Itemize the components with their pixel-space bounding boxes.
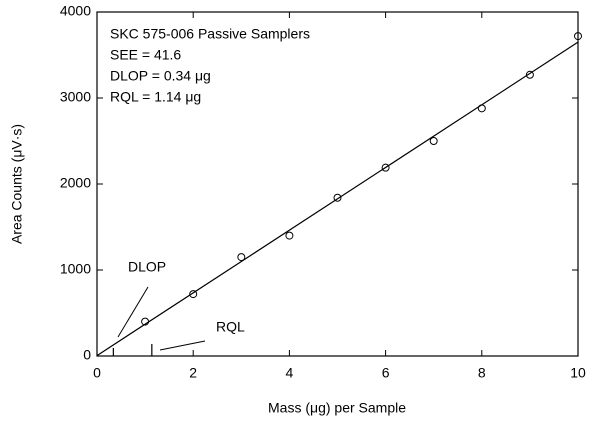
y-tick-label: 4000 [60,3,91,19]
x-tick-label: 6 [382,365,390,381]
annotation: SEE = 41.6 [110,47,181,63]
y-axis-title: Area Counts (μV·s) [9,124,25,244]
data-point [333,193,342,202]
annotation: RQL = 1.14 μg [110,89,201,105]
annotation: DLOP = 0.34 μg [110,68,211,84]
y-tick-label: 3000 [60,89,91,105]
x-tick-label: 10 [570,365,586,381]
y-tick-label: 1000 [60,261,91,277]
y-tick-label: 2000 [60,175,91,191]
annotation: SKC 575-006 Passive Samplers [110,26,310,42]
data-point [574,32,582,41]
plot-frame [96,11,579,357]
data-point [285,231,294,240]
leader-line [117,286,149,338]
x-tick-label: 0 [93,365,101,381]
x-tick-label: 8 [478,365,486,381]
data-point [237,253,246,262]
data-point [525,70,534,79]
leader-line [159,340,206,351]
marker-label: DLOP [128,259,166,275]
data-point [429,137,438,145]
x-tick-label: 4 [286,365,294,381]
data-point [189,290,198,299]
marker-label: RQL [216,319,245,335]
x-tick-label: 2 [189,365,197,381]
x-axis-title: Mass (μg) per Sample [268,400,406,416]
regression-line [96,41,579,357]
y-tick-label: 0 [83,347,91,363]
data-point [381,163,390,172]
